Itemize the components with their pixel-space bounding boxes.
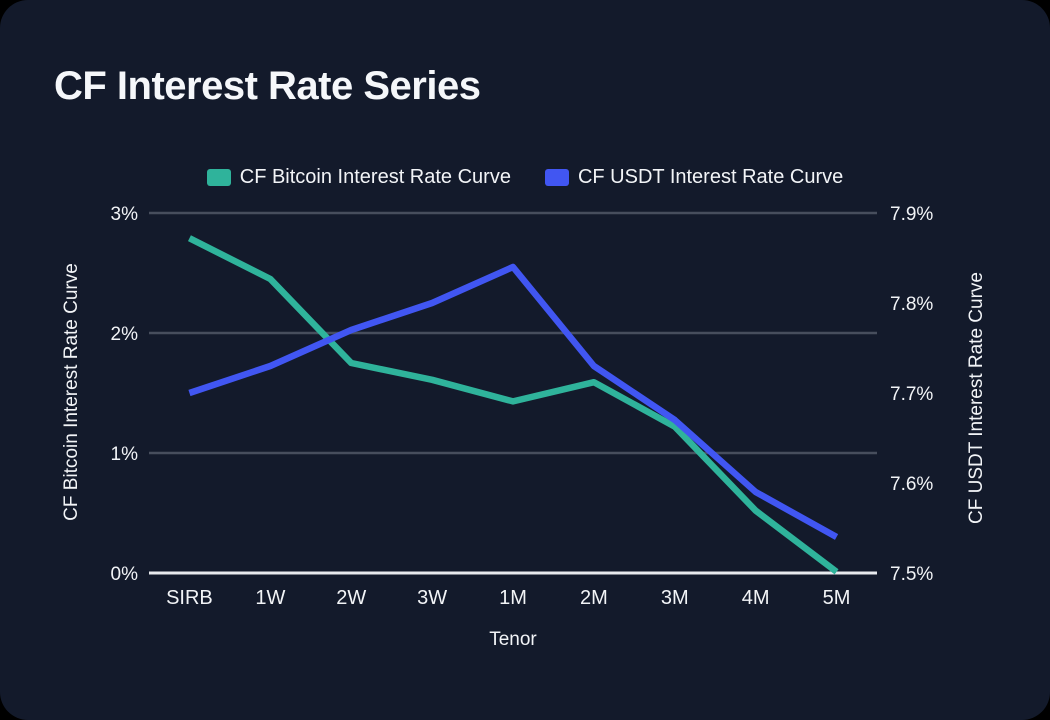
x-axis-tick: 2M: [580, 587, 608, 609]
x-axis-tick: 2W: [336, 587, 366, 609]
y-axis-right-tick: 7.9%: [890, 204, 933, 225]
legend-item-usdt[interactable]: CF USDT Interest Rate Curve: [544, 166, 844, 189]
y-axis-right-tick: 7.6%: [890, 474, 933, 495]
x-axis-tick: 1W: [255, 587, 285, 609]
y-axis-right-tick: 7.7%: [890, 384, 933, 405]
y-axis-left-tick: 1%: [111, 444, 139, 465]
left-axis-title: CF Bitcoin Interest Rate Curve: [61, 263, 82, 521]
series-line-bitcoin: [187, 235, 839, 575]
chart-legend: CF Bitcoin Interest Rate Curve CF USDT I…: [0, 166, 1050, 189]
x-axis-title: Tenor: [489, 629, 537, 650]
legend-swatch-usdt-icon: [544, 169, 569, 186]
x-axis-tick: SIRB: [166, 587, 213, 609]
page-title: CF Interest Rate Series: [54, 64, 481, 108]
legend-label-usdt: CF USDT Interest Rate Curve: [577, 166, 844, 188]
x-axis-tick: 3M: [661, 587, 689, 609]
x-axis-tick: 4M: [742, 587, 770, 609]
series-line-usdt: [188, 263, 839, 540]
legend-label-bitcoin: CF Bitcoin Interest Rate Curve: [239, 166, 511, 188]
right-axis-title: CF USDT Interest Rate Curve: [966, 271, 987, 525]
x-axis-tick: 3W: [417, 587, 447, 609]
legend-swatch-bitcoin-icon: [206, 169, 231, 186]
y-axis-right-tick: 7.8%: [890, 294, 933, 315]
y-axis-left-tick: 2%: [111, 324, 139, 345]
x-axis-tick: 5M: [823, 587, 851, 609]
y-axis-left-tick: 3%: [111, 204, 139, 225]
y-axis-left-tick: 0%: [111, 564, 139, 585]
legend-item-bitcoin[interactable]: CF Bitcoin Interest Rate Curve: [206, 166, 511, 189]
y-axis-right-tick: 7.5%: [890, 564, 933, 585]
x-axis-tick: 1M: [499, 587, 527, 609]
